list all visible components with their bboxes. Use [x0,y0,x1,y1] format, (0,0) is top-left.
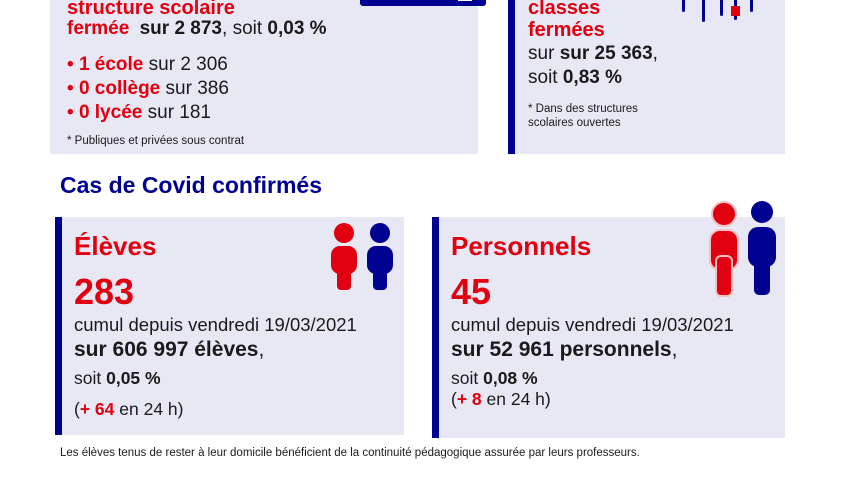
students-label: Élèves [74,231,157,261]
students-delta: (+ 64 en 24 h) [74,399,184,419]
students-total-line: sur 606 997 élèves, [74,338,265,361]
staff-total: sur 52 961 personnels [451,338,672,361]
list-item: • 0 collège sur 386 [67,78,229,99]
students-total: sur 606 997 élèves [74,338,259,361]
students-percent-line: soit 0,05 % [74,368,161,388]
staff-delta-value: + 8 [456,389,482,409]
staff-delta: (+ 8 en 24 h) [451,389,551,409]
school-icon [360,0,486,6]
list-item: • 1 école sur 2 306 [67,54,228,75]
schools-soit: , soit [222,18,263,39]
students-delta-value: + 64 [79,399,115,419]
classes-percent: 0,83 % [562,67,623,88]
students-since: cumul depuis vendredi 19/03/2021 [74,314,357,335]
staff-percent: 0,08 % [483,368,538,388]
classes-soit: soit [528,67,558,88]
card-accent-bar [508,0,515,154]
schools-title-line1: structure scolaire [67,0,235,19]
classes-title-line1: classes [528,0,601,19]
schools-breakdown-list: • 1 école sur 2 306 • 0 collège sur 386 … [67,53,229,125]
staff-card: Personnels 45 cumul depuis vendredi 19/0… [432,201,785,438]
footer-note: Les élèves tenus de rester à leur domici… [60,447,640,459]
students-value: 283 [74,271,135,312]
schools-total-line: fermée sur 2 873, soit 0,03 % [67,18,327,40]
student-figures-icon [331,223,393,290]
schools-footnote: * Publiques et privées sous contrat [67,135,245,147]
staff-percent-line: soit 0,08 % [451,368,538,388]
card-accent-bar [55,217,62,435]
list-item: • 0 lycée sur 181 [67,102,211,123]
card-accent-bar [432,217,439,438]
staff-value: 45 [451,271,492,312]
staff-since: cumul depuis vendredi 19/03/2021 [451,314,734,335]
students-percent: 0,05 % [106,368,161,388]
staff-total-line: sur 52 961 personnels, [451,338,678,361]
staff-label: Personnels [451,231,592,261]
schools-closed-card: structure scolaire fermée sur 2 873, soi… [50,0,486,154]
classes-total-line: sur sur 25 363, [528,43,658,64]
classes-footnote: * Dans des structures scolaires ouvertes [528,103,638,129]
schools-title-line2: fermée [67,18,130,39]
schools-total: sur 2 873 [139,18,223,39]
classes-title-line2: fermées [528,19,605,41]
staff-figures-icon [709,201,776,297]
classes-percent-line: soit 0,83 % [528,67,622,89]
classroom-icon [682,0,753,22]
students-card: Élèves 283 cumul depuis vendredi 19/03/2… [55,217,404,435]
section-title: Cas de Covid confirmés [60,172,323,198]
classes-closed-card: classes fermées sur sur 25 363, soit 0,8… [508,0,785,154]
classes-total: sur 25 363 [559,43,653,64]
schools-percent: 0,03 % [267,18,327,39]
